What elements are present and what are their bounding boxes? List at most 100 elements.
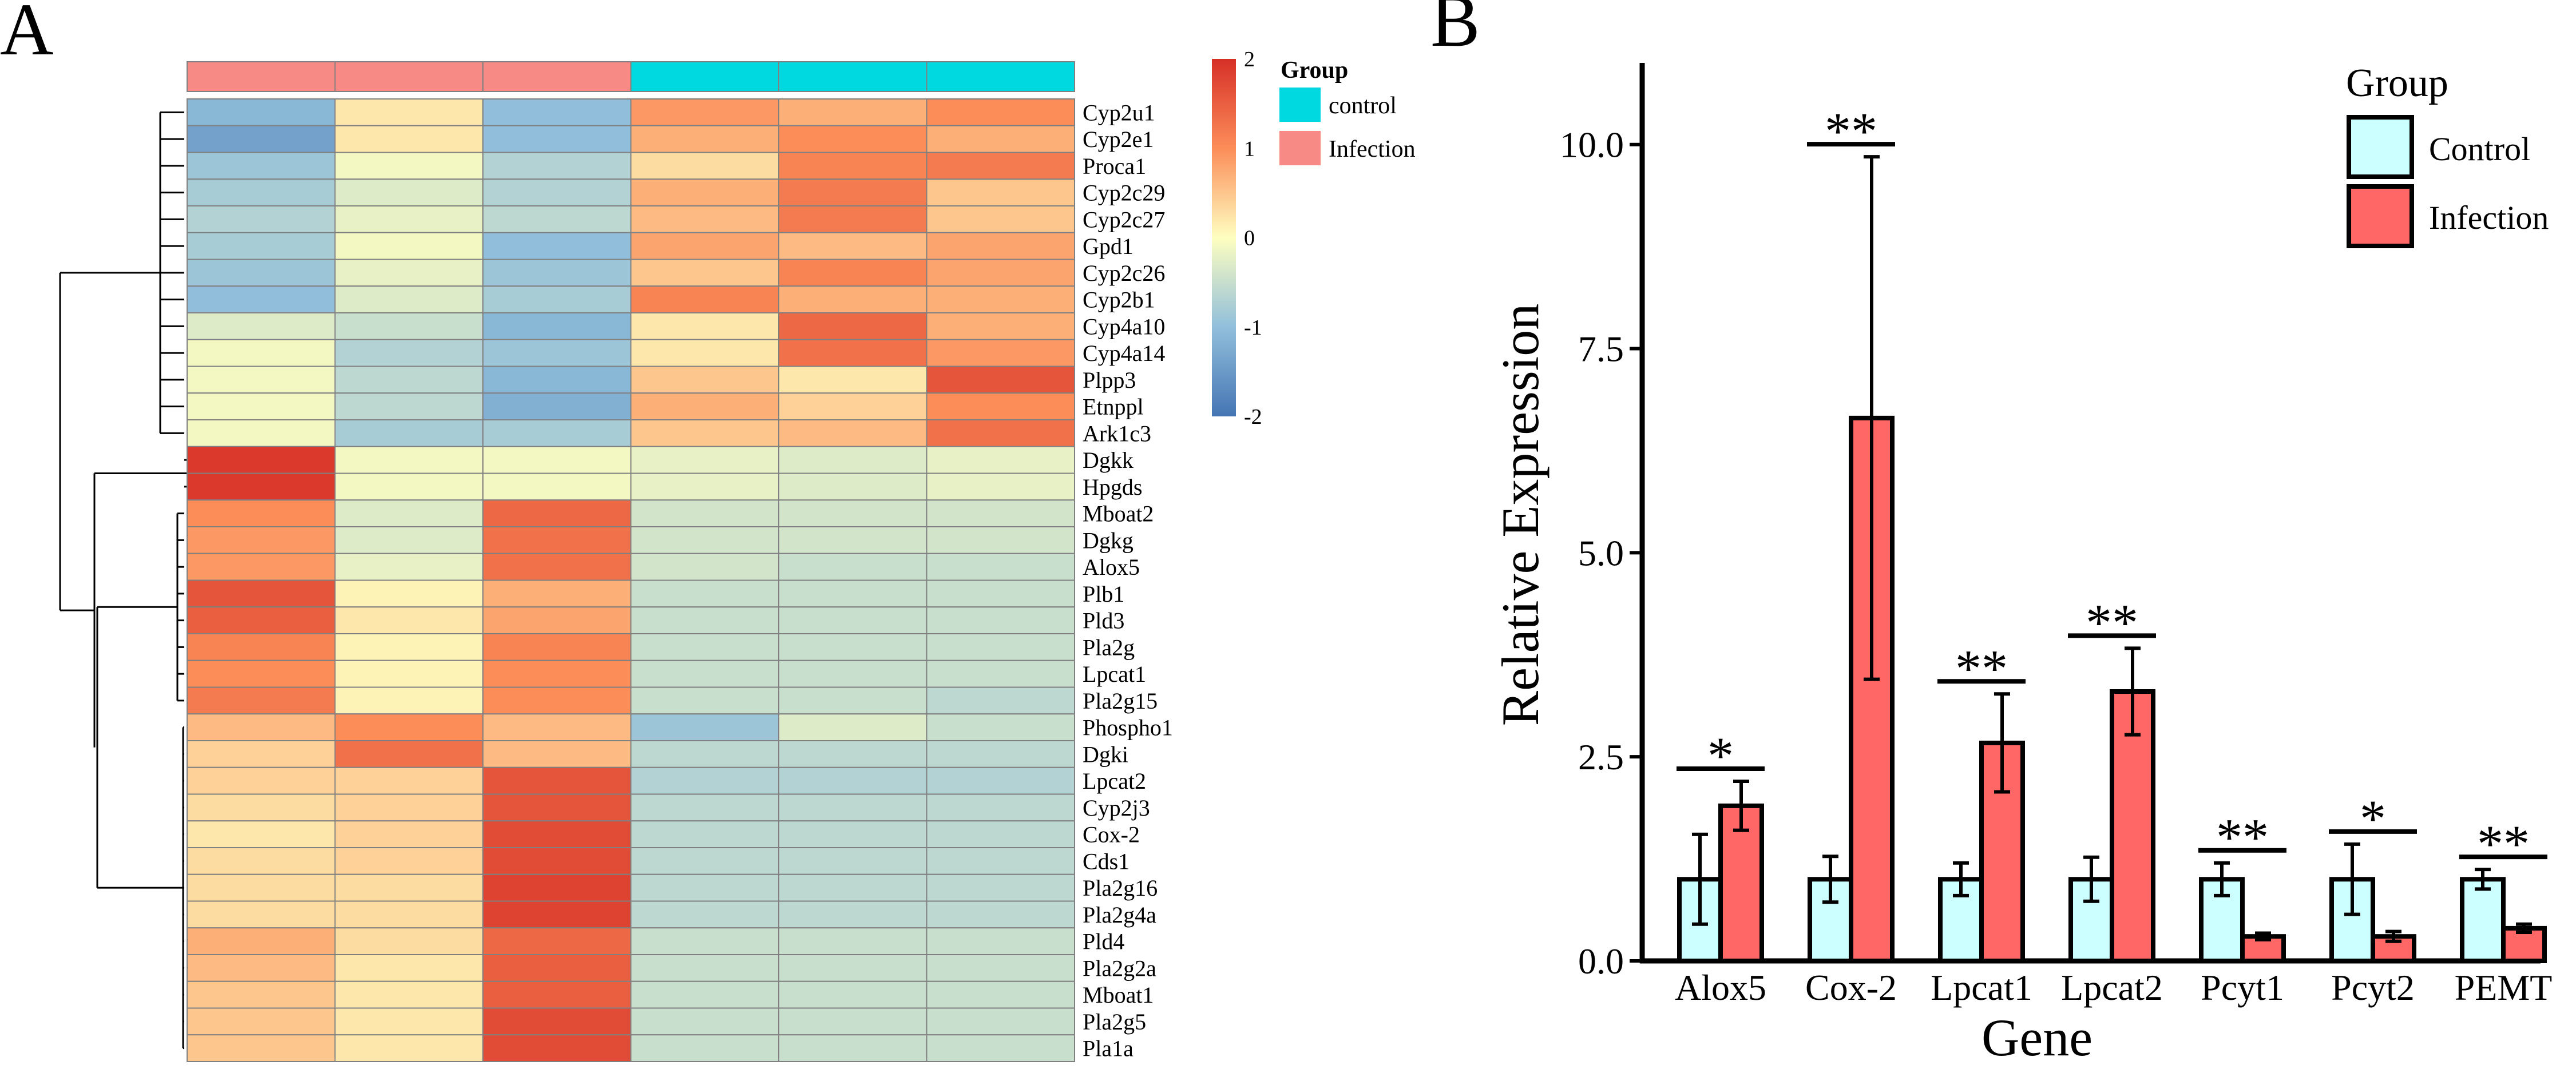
heatmap-cell <box>482 900 632 929</box>
heatmap-cell <box>778 606 928 634</box>
heatmap-cell <box>630 419 779 447</box>
heatmap-cell <box>778 579 928 608</box>
heatmap-cell <box>482 446 632 474</box>
heatmap-cell <box>334 205 484 233</box>
heatmap-cell <box>482 633 632 661</box>
heatmap-cell <box>334 606 484 634</box>
heatmap-cell <box>778 820 928 848</box>
heatmap-cell <box>630 259 779 287</box>
bar-legend-title: Group <box>2346 61 2448 105</box>
heatmap-cell <box>334 793 484 822</box>
x-tick-label: Lpcat2 <box>2061 967 2163 1008</box>
x-tick-label: Lpcat1 <box>1931 967 2032 1008</box>
row-label: Cyp2e1 <box>1083 126 1154 152</box>
heatmap-cell <box>482 499 632 527</box>
heatmap-cell <box>482 686 632 715</box>
heatmap-cell <box>630 766 779 795</box>
row-label: Mboat1 <box>1083 982 1154 1008</box>
heatmap-cell <box>926 766 1075 795</box>
row-label: Dgkk <box>1083 447 1134 473</box>
heatmap-cell <box>778 285 928 313</box>
heatmap-cell <box>187 980 336 1009</box>
heatmap-cell <box>778 419 928 447</box>
significance-label: * <box>1707 726 1734 785</box>
heatmap-cell <box>482 1034 632 1062</box>
group-legend: Group control Infection <box>1279 57 1416 165</box>
row-label: Cyp2j3 <box>1083 795 1150 821</box>
heatmap-cell <box>778 954 928 982</box>
heatmap-cell <box>778 472 928 501</box>
heatmap-cell <box>630 178 779 206</box>
heatmap-cell <box>926 472 1075 501</box>
heatmap-cells <box>187 98 1075 1062</box>
heatmap-cell <box>187 285 336 313</box>
bar-legend-swatch-control <box>2347 115 2414 179</box>
heatmap-cell <box>334 766 484 795</box>
heatmap-cell <box>926 205 1075 233</box>
panel-label-b: B <box>1430 0 1480 62</box>
heatmap-cell <box>334 740 484 768</box>
heatmap-cell <box>630 820 779 848</box>
significance-label: ** <box>1825 102 1877 160</box>
heatmap-cell <box>334 365 484 394</box>
heatmap-cell <box>630 392 779 420</box>
x-tick-label: Pcyt1 <box>2201 967 2284 1008</box>
heatmap-cell <box>482 873 632 902</box>
heatmap-cell <box>482 553 632 581</box>
heatmap-cell <box>187 419 336 447</box>
heatmap-cell <box>926 927 1075 955</box>
heatmap-cell <box>334 125 484 153</box>
heatmap-cell <box>334 713 484 741</box>
heatmap-cell <box>482 98 632 126</box>
heatmap-cell <box>482 1007 632 1036</box>
row-label: Pla2g4a <box>1083 902 1156 928</box>
heatmap-cell <box>630 900 779 929</box>
heatmap-cell <box>187 686 336 715</box>
heatmap-cell <box>778 633 928 661</box>
heatmap-cell <box>334 954 484 982</box>
y-tick-label: 5.0 <box>1578 532 1624 573</box>
heatmap-cell <box>187 259 336 287</box>
heatmap-cell <box>778 713 928 741</box>
row-label: Pla2g16 <box>1083 875 1158 901</box>
heatmap-cell <box>187 178 336 206</box>
heatmap-cell <box>482 766 632 795</box>
heatmap-cell <box>630 553 779 581</box>
row-label: Proca1 <box>1083 153 1146 179</box>
heatmap-cell <box>778 553 928 581</box>
heatmap-cell <box>334 820 484 848</box>
heatmap-cell <box>334 285 484 313</box>
heatmap-cell <box>926 152 1075 180</box>
significance-label: ** <box>1955 639 2008 697</box>
heatmap-cell <box>926 740 1075 768</box>
heatmap-cell <box>630 686 779 715</box>
row-label: Ark1c3 <box>1083 420 1151 446</box>
y-tick-label: 7.5 <box>1578 329 1624 369</box>
heatmap-cell <box>630 1034 779 1062</box>
heatmap-cell <box>187 472 336 501</box>
heatmap-cell <box>482 793 632 822</box>
heatmap-cell <box>778 900 928 929</box>
heatmap-cell <box>482 178 632 206</box>
heatmap-cell <box>630 205 779 233</box>
x-tick-label: Cox-2 <box>1805 967 1897 1008</box>
heatmap-cell <box>630 873 779 902</box>
heatmap-cell <box>334 499 484 527</box>
heatmap: Cyp2u1Cyp2e1Proca1Cyp2c29Cyp2c27Gpd1Cyp2… <box>59 47 1416 1062</box>
heatmap-cell <box>630 579 779 608</box>
heatmap-cell <box>630 472 779 501</box>
row-label: Cds1 <box>1083 848 1130 874</box>
heatmap-cell <box>778 847 928 875</box>
row-label: Gpd1 <box>1083 233 1134 259</box>
heatmap-cell <box>630 446 779 474</box>
row-label: Pld3 <box>1083 608 1124 634</box>
annotation-cell-3 <box>630 61 779 92</box>
heatmap-cell <box>778 927 928 955</box>
bar-legend-label-infection: Infection <box>2429 199 2549 236</box>
heatmap-cell <box>778 205 928 233</box>
heatmap-cell <box>778 339 928 367</box>
heatmap-cell <box>187 820 336 848</box>
row-label: Cyp4a14 <box>1083 340 1165 366</box>
heatmap-cell <box>482 312 632 340</box>
row-label: Plpp3 <box>1083 367 1136 393</box>
